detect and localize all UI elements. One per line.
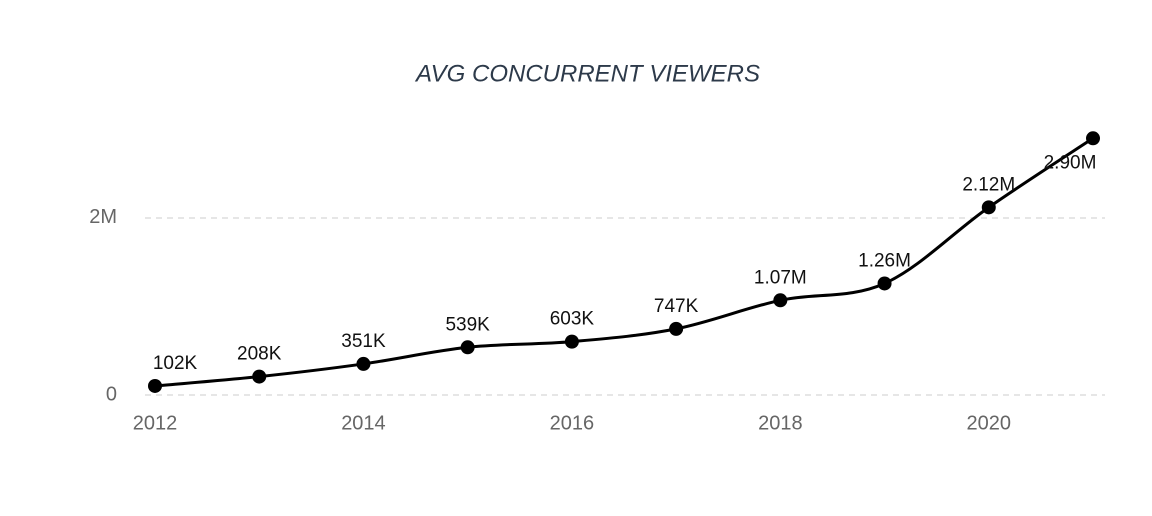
- data-label: 1.26M: [858, 250, 911, 271]
- point: [564, 334, 579, 349]
- data-label: 102K: [153, 353, 198, 374]
- y-tick-label: 2M: [89, 206, 117, 228]
- point: [460, 340, 475, 355]
- point: [877, 276, 892, 291]
- data-label: 747K: [654, 296, 699, 317]
- chart-title: AVG CONCURRENT VIEWERS: [414, 60, 760, 87]
- data-label: 539K: [445, 314, 490, 335]
- x-tick-label: 2020: [967, 412, 1012, 434]
- point: [1086, 131, 1100, 146]
- data-label: 351K: [341, 331, 386, 352]
- point: [773, 293, 788, 308]
- point: [252, 369, 267, 384]
- x-tick-label: 2014: [341, 412, 386, 434]
- line: [154, 137, 1094, 388]
- data-label: 208K: [237, 344, 282, 365]
- point: [356, 356, 371, 371]
- x-tick-label: 2018: [758, 412, 803, 434]
- point: [981, 200, 996, 215]
- x-tick-label: 2012: [133, 412, 178, 434]
- data-label: 2.12M: [962, 174, 1015, 195]
- point: [148, 378, 162, 393]
- data-label: 2.90M: [1044, 152, 1097, 173]
- y-tick-label: 0: [106, 383, 117, 405]
- data-label: 603K: [550, 309, 595, 330]
- point: [669, 321, 684, 336]
- x-tick-label: 2016: [550, 412, 595, 434]
- data-label: 1.07M: [754, 267, 807, 288]
